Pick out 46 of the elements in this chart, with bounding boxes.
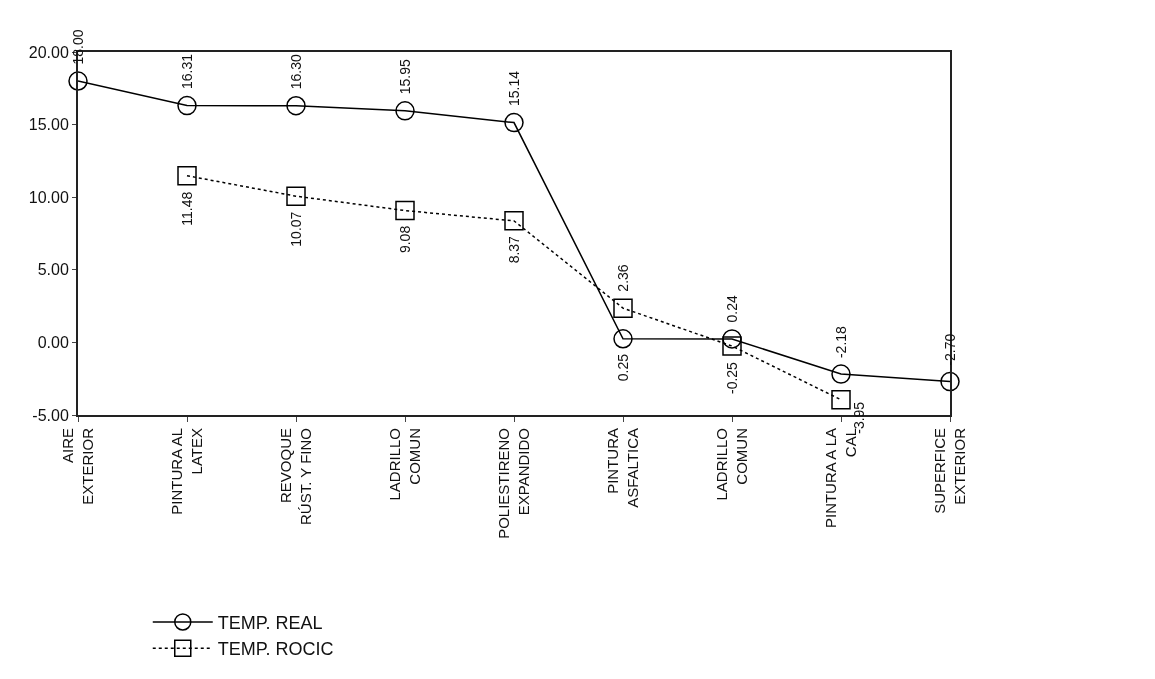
point [504, 211, 524, 231]
point [177, 95, 197, 116]
y-tick-label: 10.00 [28, 188, 69, 206]
x-tick-label: SUPERFICE EXTERIOR [931, 427, 968, 514]
x-tick-label: LADRILLO COMUN [386, 428, 423, 501]
legend-label: TEMP. REAL [217, 612, 323, 633]
point [831, 390, 851, 410]
point [68, 71, 88, 91]
point [940, 371, 960, 392]
data-label: 16.31 [178, 53, 195, 90]
point [613, 329, 633, 349]
point [831, 364, 851, 384]
data-label: -0.25 [723, 361, 740, 395]
x-tick-label: LADRILLO COMUN [713, 428, 750, 501]
point [722, 336, 742, 356]
data-label: 8.37 [505, 235, 522, 264]
point [613, 298, 633, 318]
point [504, 112, 524, 133]
data-label: 0.24 [723, 294, 740, 323]
data-label: 16.30 [287, 53, 304, 90]
point [286, 186, 306, 206]
y-tick-label: 0.00 [37, 334, 69, 351]
x-tick-label: POLIESTIRENO EXPANDIDO [495, 428, 532, 539]
x-tick-label: PINTURA AL LATEX [168, 428, 205, 515]
data-label: 0.25 [614, 353, 631, 382]
data-label: -2.18 [832, 325, 849, 359]
data-label: 11.48 [179, 191, 196, 226]
y-tick-label: 5.00 [37, 261, 69, 279]
point [722, 329, 742, 349]
y-tick-label: 15.00 [28, 116, 69, 134]
point [286, 95, 306, 116]
data-label: 15.14 [505, 70, 522, 107]
point [395, 200, 415, 221]
data-label: 10.07 [288, 211, 305, 247]
point [177, 165, 197, 186]
x-tick-label: REVOQUE RÚST. Y FINO [277, 428, 314, 525]
x-tick-label: AIRE EXTERIOR [59, 427, 96, 505]
data-label: 15.95 [396, 59, 413, 95]
x-tick-label: PINTURA ASFALTICA [604, 428, 641, 508]
data-label: 2.36 [615, 264, 632, 292]
y-tick-label: -5.00 [32, 406, 69, 424]
y-tick-label: 20.00 [28, 43, 69, 61]
data-label: -2.70 [942, 333, 959, 366]
point [395, 101, 415, 121]
legend-label: TEMP. ROCIC [217, 639, 334, 660]
data-label: 9.08 [396, 225, 413, 254]
